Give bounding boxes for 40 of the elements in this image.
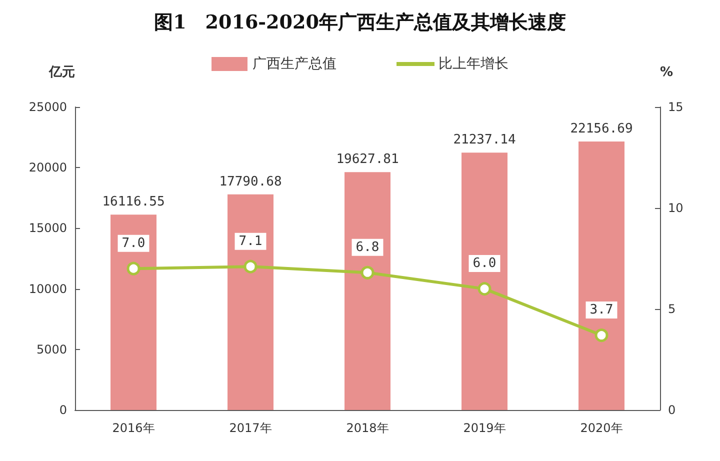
data-label: 21237.14	[453, 132, 516, 148]
data-label: 6.8	[356, 240, 380, 255]
point	[244, 260, 258, 274]
x-tick-label: 2017年	[229, 421, 272, 435]
data-label: 19627.81	[336, 152, 399, 168]
data-label: 17790.68	[219, 174, 282, 190]
data-label: 7.0	[122, 236, 146, 251]
y-tick-label: 5000	[36, 342, 67, 356]
x-tick-label: 2016年	[112, 421, 155, 435]
point	[478, 282, 492, 296]
y-tick-label: 25000	[28, 100, 67, 114]
y-axis-title: 亿元	[48, 65, 75, 80]
legend-label: 广西生产总值	[252, 56, 336, 72]
bar	[578, 141, 624, 410]
y2-tick-label: 0	[668, 403, 676, 417]
data-label: 16116.55	[102, 194, 165, 210]
data-label: 3.7	[590, 302, 614, 318]
point	[360, 266, 374, 280]
y2-axis-title: %	[660, 65, 674, 80]
x-tick-label: 2018年	[346, 421, 389, 435]
bar	[344, 172, 390, 410]
point	[594, 328, 608, 342]
y2-tick-label: 5	[668, 302, 676, 316]
x-tick-label: 2019年	[463, 421, 506, 435]
y-tick-label: 20000	[28, 160, 67, 175]
x-tick-label: 2020年	[580, 421, 623, 435]
chart-title: 图1 2016-2020年广西生产总值及其增长速度	[154, 12, 566, 34]
y-tick-label: 15000	[28, 221, 67, 236]
bar	[462, 152, 508, 410]
point	[126, 262, 140, 276]
data-label: 7.1	[238, 234, 262, 249]
data-label: 22156.69	[570, 121, 633, 136]
bar	[228, 194, 274, 410]
legend-label: 比上年增长	[438, 56, 508, 72]
y2-tick-label: 15	[668, 100, 684, 114]
data-label: 6.0	[472, 256, 496, 272]
y2-tick-label: 10	[668, 201, 684, 215]
bar	[110, 214, 156, 410]
y-tick-label: 0	[59, 403, 67, 417]
y-tick-label: 10000	[28, 282, 67, 296]
